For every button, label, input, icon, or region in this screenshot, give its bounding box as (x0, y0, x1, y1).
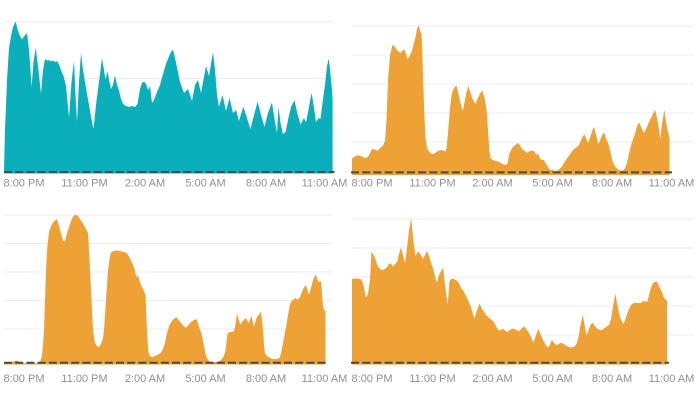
svg-text:5:00 AM: 5:00 AM (532, 373, 572, 385)
svg-text:5:00 AM: 5:00 AM (185, 373, 225, 385)
svg-text:2:00 AM: 2:00 AM (472, 177, 512, 189)
svg-text:8:00 AM: 8:00 AM (592, 373, 632, 385)
svg-text:8:00 PM: 8:00 PM (352, 177, 393, 189)
svg-text:11:00 PM: 11:00 PM (61, 177, 107, 189)
svg-text:8:00 AM: 8:00 AM (592, 177, 632, 189)
svg-text:8:00 PM: 8:00 PM (352, 373, 393, 385)
svg-text:8:00 PM: 8:00 PM (4, 373, 45, 385)
svg-text:11:00 AM: 11:00 AM (302, 177, 348, 189)
svg-text:8:00 AM: 8:00 AM (246, 373, 286, 385)
svg-text:8:00 PM: 8:00 PM (4, 177, 45, 189)
svg-text:11:00 PM: 11:00 PM (409, 177, 455, 189)
svg-text:11:00 PM: 11:00 PM (409, 373, 455, 385)
svg-text:11:00 PM: 11:00 PM (61, 373, 107, 385)
svg-text:2:00 AM: 2:00 AM (472, 373, 512, 385)
svg-text:11:00 AM: 11:00 AM (649, 177, 695, 189)
svg-text:5:00 AM: 5:00 AM (185, 177, 225, 189)
svg-text:8:00 AM: 8:00 AM (246, 177, 286, 189)
svg-text:5:00 AM: 5:00 AM (532, 177, 572, 189)
svg-text:11:00 AM: 11:00 AM (649, 373, 695, 385)
svg-text:11:00 AM: 11:00 AM (302, 373, 348, 385)
svg-text:2:00 AM: 2:00 AM (125, 177, 165, 189)
svg-text:2:00 AM: 2:00 AM (125, 373, 165, 385)
